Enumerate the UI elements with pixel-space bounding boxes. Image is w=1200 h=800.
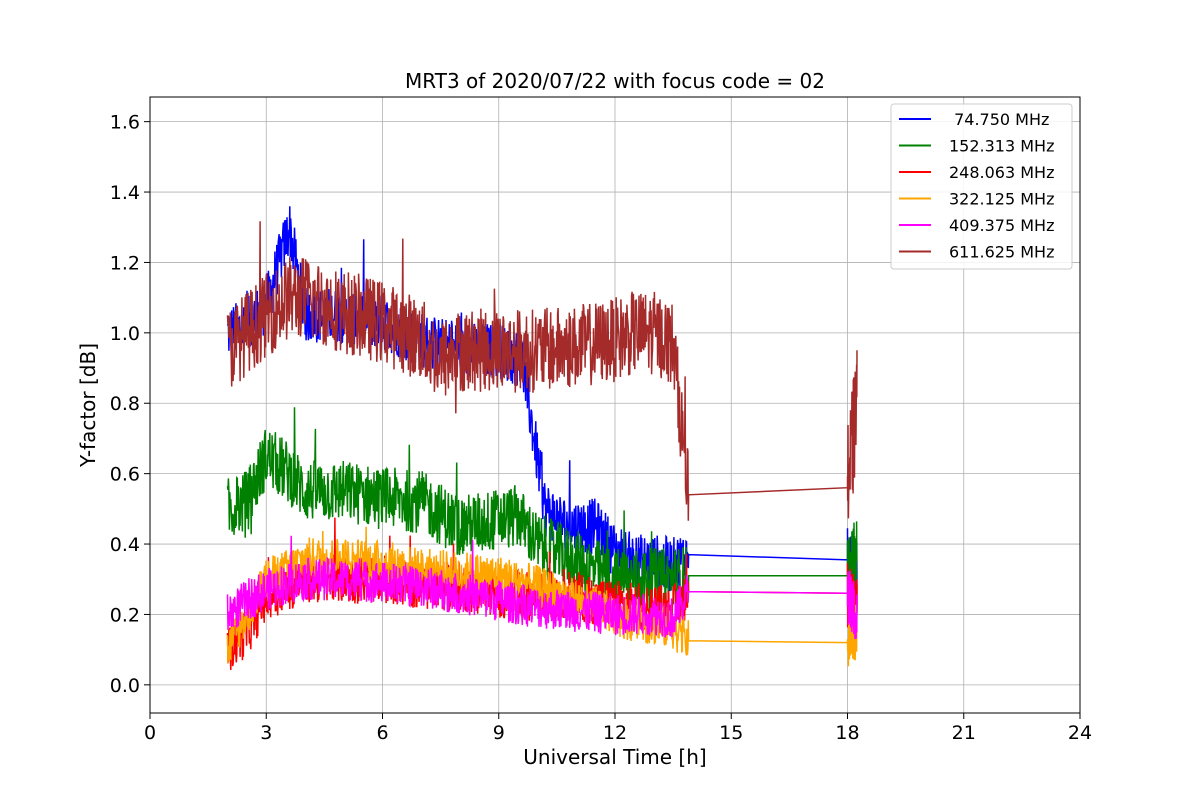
series-group xyxy=(226,206,858,671)
y-tick-label: 1.2 xyxy=(110,252,140,274)
x-axis-label: Universal Time [h] xyxy=(523,745,706,769)
y-tick-label: 0.2 xyxy=(110,604,140,626)
series-line-3 xyxy=(226,526,858,667)
y-tick-label: 0.0 xyxy=(110,675,140,697)
x-tick-label: 15 xyxy=(719,722,743,744)
legend-box xyxy=(890,103,1073,270)
x-tick-label: 12 xyxy=(603,722,627,744)
series-line-1 xyxy=(226,407,858,616)
y-axis: 0.0 0.2 0.4 0.6 0.8 1.0 1.2 1.4 1.6 xyxy=(110,112,150,697)
chart-title: MRT3 of 2020/07/22 with focus code = 02 xyxy=(405,69,825,93)
x-tick-label: 0 xyxy=(144,722,156,744)
x-tick-label: 21 xyxy=(952,722,976,744)
x-tick-label: 24 xyxy=(1068,722,1092,744)
legend: 74.750 MHz 152.313 MHz 248.063 MHz 322.125 … xyxy=(890,103,1073,270)
series-line-5 xyxy=(226,221,858,521)
y-tick-label: 1.0 xyxy=(110,323,140,345)
y-axis-label: Y-factor [dB] xyxy=(76,343,100,468)
x-tick-label: 3 xyxy=(260,722,272,744)
x-axis: 0 3 6 9 12 15 18 21 24 xyxy=(144,713,1092,744)
legend-label: 322.125 MHz xyxy=(949,190,1054,209)
legend-label: 248.063 MHz xyxy=(949,163,1054,182)
y-tick-label: 0.4 xyxy=(110,534,140,556)
legend-label: 611.625 MHz xyxy=(949,243,1054,262)
y-tick-label: 0.8 xyxy=(110,393,140,415)
x-tick-label: 6 xyxy=(376,722,388,744)
legend-label: 152.313 MHz xyxy=(949,137,1054,156)
legend-label: 409.375 MHz xyxy=(949,216,1054,235)
y-tick-label: 1.6 xyxy=(110,112,140,134)
legend-label: 74.750 MHz xyxy=(949,110,1049,129)
x-tick-label: 18 xyxy=(835,722,859,744)
y-tick-label: 0.6 xyxy=(110,464,140,486)
y-tick-label: 1.4 xyxy=(110,182,140,204)
x-tick-label: 9 xyxy=(493,722,505,744)
series-line-4 xyxy=(226,535,858,640)
